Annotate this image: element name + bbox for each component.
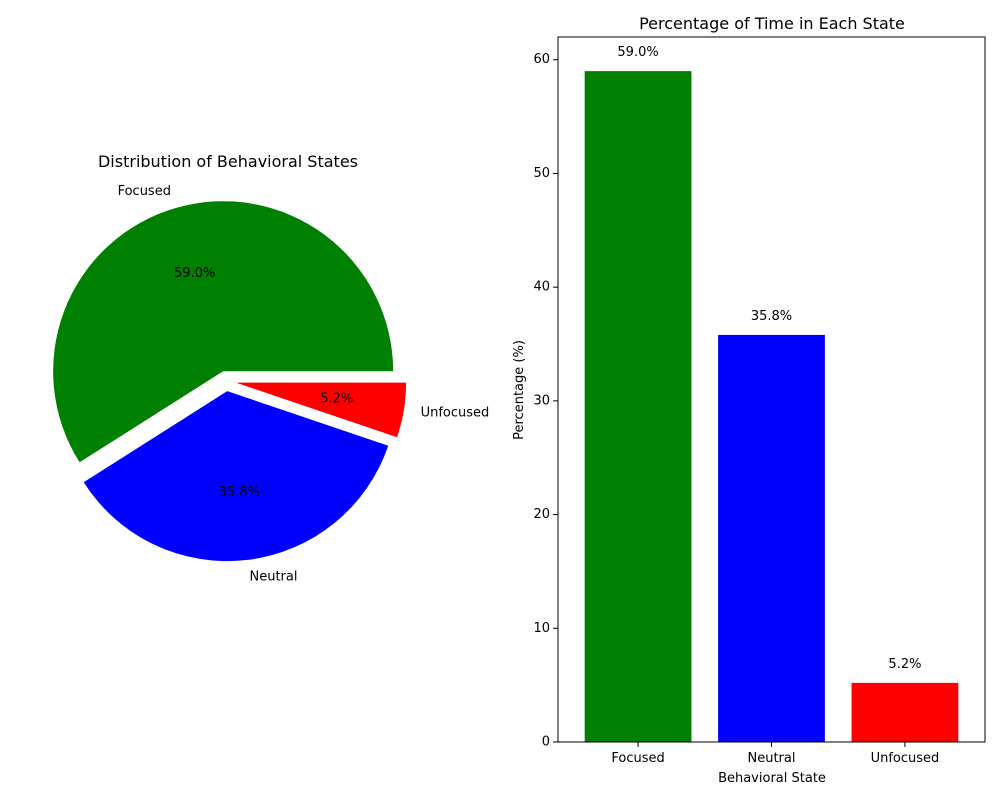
y-tick-label: 40 — [533, 280, 550, 295]
bar-value-label-focused: 59.0% — [617, 45, 658, 60]
bar-value-label-unfocused: 5.2% — [888, 657, 921, 672]
pie-percent-label-focused: 59.0% — [174, 266, 215, 281]
x-axis: Focused Neutral Unfocused — [611, 742, 939, 766]
pie-slice-neutral — [83, 391, 389, 562]
bar-chart-title: Percentage of Time in Each State — [639, 14, 905, 33]
pie-label-focused: Focused — [118, 184, 171, 199]
pie-label-neutral: Neutral — [249, 569, 297, 584]
pie-percent-label-unfocused: 5.2% — [320, 392, 353, 407]
y-tick-label: 60 — [533, 52, 550, 67]
bar-focused — [584, 71, 692, 742]
pie-slice-focused — [53, 201, 394, 463]
pie-slices — [53, 201, 407, 562]
bar-value-label-neutral: 35.8% — [751, 309, 792, 324]
bar-neutral — [718, 334, 825, 742]
x-tick-label-unfocused: Unfocused — [871, 751, 940, 766]
x-tick-label-neutral: Neutral — [748, 751, 796, 766]
y-tick-label: 0 — [542, 735, 550, 750]
pie-chart-title: Distribution of Behavioral States — [98, 152, 358, 171]
bar-value-labels: 59.0% 35.8% 5.2% — [617, 45, 921, 672]
pie-slice-unfocused — [236, 382, 407, 438]
x-axis-title: Behavioral State — [718, 771, 826, 786]
pie-percent-label-neutral: 35.8% — [219, 485, 260, 500]
bar-chart: Percentage of Time in Each State 59.0% 35… — [512, 14, 986, 786]
y-tick-label: 20 — [533, 507, 550, 522]
pie-chart: Distribution of Behavioral States Focuse… — [53, 152, 489, 584]
y-axis: 0 10 20 30 40 50 60 — [533, 52, 558, 750]
pie-label-unfocused: Unfocused — [421, 406, 490, 421]
bar-series — [584, 71, 959, 742]
y-tick-label: 10 — [533, 621, 550, 636]
bar-unfocused — [851, 682, 959, 742]
y-tick-label: 30 — [533, 393, 550, 408]
y-axis-title: Percentage (%) — [512, 340, 527, 440]
pie-labels: Focused 59.0% Neutral 35.8% Unfocused 5.2% — [118, 184, 490, 584]
x-tick-label-focused: Focused — [611, 751, 664, 766]
y-tick-label: 50 — [533, 166, 550, 181]
